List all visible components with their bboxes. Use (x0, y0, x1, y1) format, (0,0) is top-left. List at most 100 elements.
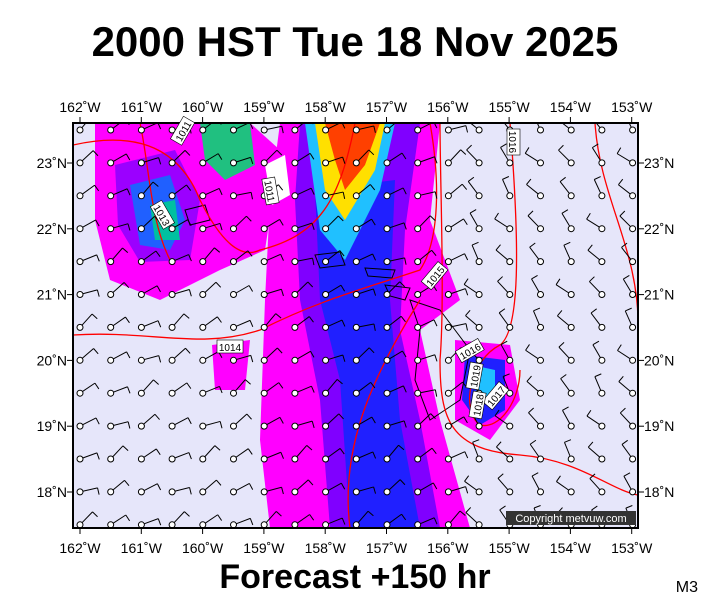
barb-flag (463, 416, 468, 424)
barb-station (168, 225, 176, 233)
barb-flag (463, 218, 468, 226)
barb-station (107, 159, 115, 167)
barb-flag (465, 309, 471, 316)
barb-station (537, 159, 544, 167)
barb-station (291, 356, 299, 364)
barb-flag (122, 445, 129, 451)
barb-flag (434, 191, 438, 199)
barb-flag (312, 258, 315, 266)
barb-flag (461, 183, 468, 190)
barb-flag (93, 348, 99, 355)
barb-flag (250, 192, 253, 200)
axis-labels: 162˚W 162˚W 161˚W 161˚W 160˚W 160˚W 159˚W 159˚W… (37, 99, 675, 556)
barb-flag (434, 354, 438, 362)
barb-flag (466, 144, 472, 151)
barb-flag (311, 421, 315, 429)
barb-flag (250, 355, 254, 363)
barb-station (475, 126, 483, 134)
barb-flag (97, 487, 100, 495)
barb-flag (562, 406, 569, 411)
barb-station (137, 159, 145, 167)
barb-flag (341, 517, 346, 525)
barb-station (506, 159, 514, 167)
barb-station (383, 488, 391, 496)
barb-flag (244, 379, 251, 385)
barb-station (414, 422, 422, 430)
barb-station (76, 356, 84, 364)
barb-flag (621, 439, 628, 445)
barb-station (598, 323, 606, 331)
barb-flag (187, 219, 192, 227)
barb-flag (401, 152, 407, 160)
barb-station (598, 192, 606, 200)
barb-station (444, 258, 452, 266)
barb-flag (216, 479, 222, 486)
isobar-label-box (261, 176, 280, 206)
barb-flag (153, 379, 159, 385)
barb-flag (464, 475, 470, 482)
isobar-label-box (465, 361, 484, 391)
barb-station (598, 455, 606, 463)
barb-station (168, 323, 176, 331)
barb-station (475, 488, 483, 496)
barb-flag (367, 510, 374, 517)
barb-station (107, 192, 115, 200)
barb-station (352, 356, 360, 364)
barb-flag (92, 511, 98, 518)
isobar-label: 1014 (216, 339, 244, 354)
barb-station (76, 422, 84, 430)
barb-flag (617, 344, 622, 351)
barb-station (444, 455, 452, 463)
barb-flag (589, 473, 596, 479)
barb-flag (591, 112, 596, 116)
barb-station (506, 455, 514, 463)
barb-flag (555, 278, 561, 285)
barb-flag (372, 253, 377, 261)
barb-station (475, 291, 483, 298)
barb-station (598, 126, 606, 134)
barb-station (322, 159, 330, 167)
barb-station (629, 356, 637, 364)
barb-station (291, 126, 299, 134)
barb-station (506, 422, 514, 430)
barb-station (444, 521, 452, 528)
barb-station (475, 159, 483, 167)
barb-flag (248, 483, 254, 490)
barb-flag (279, 219, 284, 226)
barb-flag (373, 486, 377, 494)
barb-station (475, 323, 483, 331)
barb-station (414, 225, 422, 233)
barb-station (567, 356, 575, 364)
barb-station (322, 126, 330, 134)
rain-area (325, 123, 380, 190)
barb-station (444, 291, 452, 298)
barb-station (537, 258, 544, 266)
barb-flag (246, 215, 252, 222)
barb-station (137, 356, 145, 364)
barb-station (629, 192, 637, 200)
barb-flag (158, 157, 162, 165)
barb-station (567, 192, 575, 200)
isobar-label-box (216, 339, 244, 354)
lon-label: 153˚W (611, 99, 653, 115)
barb-flag (463, 278, 469, 285)
lat-label: 18˚N (37, 484, 67, 500)
barb-station (322, 192, 330, 200)
barb-flag (371, 416, 376, 424)
barb-flag (559, 176, 566, 183)
barb-station (291, 488, 299, 496)
lon-label: 159˚W (243, 540, 285, 556)
barb-flag (618, 178, 624, 186)
barb-flag (125, 514, 131, 522)
lon-label: 157˚W (366, 99, 408, 115)
barb-station (475, 521, 483, 528)
barb-flag (430, 413, 436, 419)
barb-station (291, 291, 299, 298)
barb-station (137, 389, 145, 397)
barb-flag (186, 184, 192, 191)
barb-station (444, 192, 452, 200)
barb-flag (188, 254, 192, 262)
barb-station (199, 455, 207, 463)
barb-flag (525, 344, 530, 351)
barb-flag (338, 413, 344, 420)
